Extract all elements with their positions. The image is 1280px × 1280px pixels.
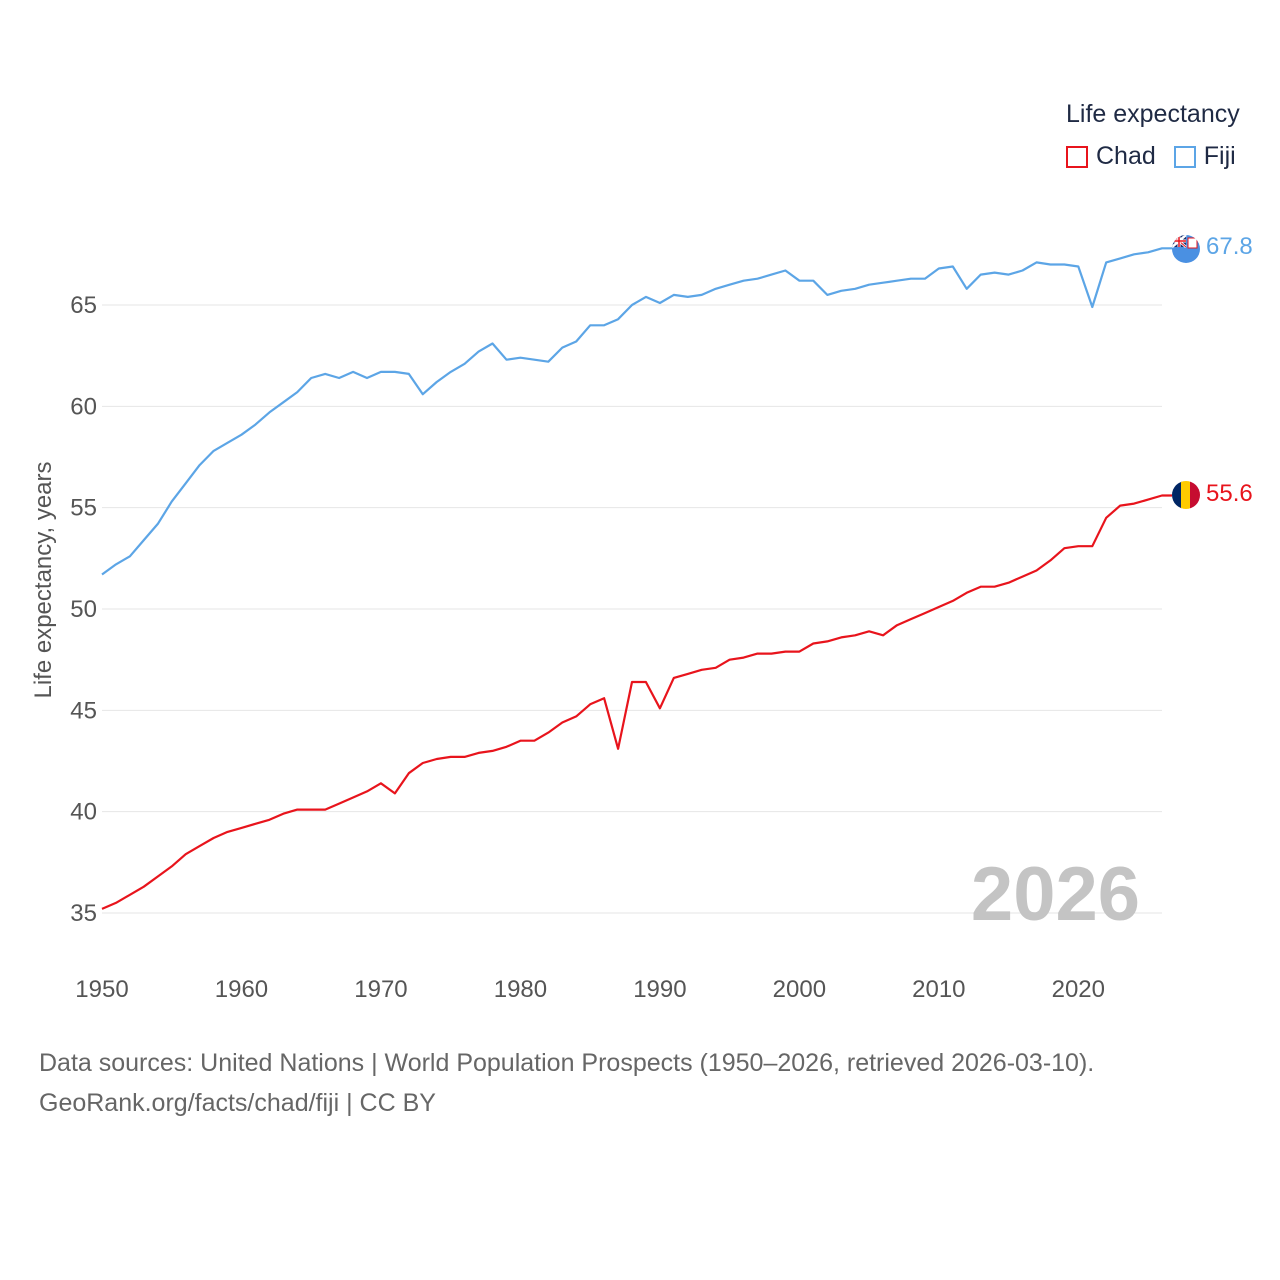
y-tick-label: 45 <box>70 697 97 724</box>
legend-title: Life expectancy <box>1066 100 1240 128</box>
legend: Chad Fiji <box>1066 142 1254 171</box>
y-axis-label: Life expectancy, years <box>30 461 57 698</box>
legend-label-chad: Chad <box>1096 142 1156 170</box>
y-tick-label: 50 <box>70 596 97 623</box>
x-tick-label: 2020 <box>1052 976 1105 1003</box>
legend-swatch-chad <box>1066 145 1088 168</box>
attribution-text: GeoRank.org/facts/chad/fiji | CC BY <box>39 1089 436 1117</box>
legend-swatch-fiji <box>1173 145 1196 168</box>
series-line-chad <box>101 494 1172 910</box>
data-sources-text: Data sources: United Nations | World Pop… <box>39 1049 1095 1077</box>
footer: Data sources: United Nations | World Pop… <box>39 1043 1094 1123</box>
legend-label-fiji: Fiji <box>1203 142 1236 170</box>
chad-end-value-label: 55.6 <box>1206 480 1253 507</box>
y-tick-label: 60 <box>70 393 97 420</box>
x-tick-label: 2000 <box>773 976 826 1003</box>
y-tick-label: 35 <box>70 900 97 927</box>
legend-item-chad[interactable]: Chad <box>1066 142 1156 171</box>
x-tick-label: 1990 <box>633 976 686 1003</box>
fiji-end-value-label: 67.8 <box>1206 233 1253 260</box>
year-watermark: 2026 <box>971 852 1140 937</box>
x-tick-label: 1950 <box>75 976 128 1003</box>
fiji-flag-icon <box>1172 235 1200 263</box>
x-tick-label: 1980 <box>494 976 547 1003</box>
series-line-fiji <box>101 247 1172 576</box>
x-tick-label: 1970 <box>354 976 407 1003</box>
series-lines <box>101 247 1172 910</box>
y-tick-label: 55 <box>70 495 97 522</box>
y-tick-label: 40 <box>70 799 97 826</box>
x-axis-ticks: 1950 1960 1970 1980 1990 2000 2010 2020 <box>75 976 1105 1003</box>
x-tick-label: 1960 <box>215 976 268 1003</box>
legend-item-fiji[interactable]: Fiji <box>1173 142 1236 171</box>
x-tick-label: 2010 <box>912 976 965 1003</box>
chad-flag-icon <box>1172 481 1200 509</box>
y-tick-label: 65 <box>70 292 97 319</box>
y-axis-ticks: 35 40 45 50 55 60 65 <box>70 292 97 927</box>
